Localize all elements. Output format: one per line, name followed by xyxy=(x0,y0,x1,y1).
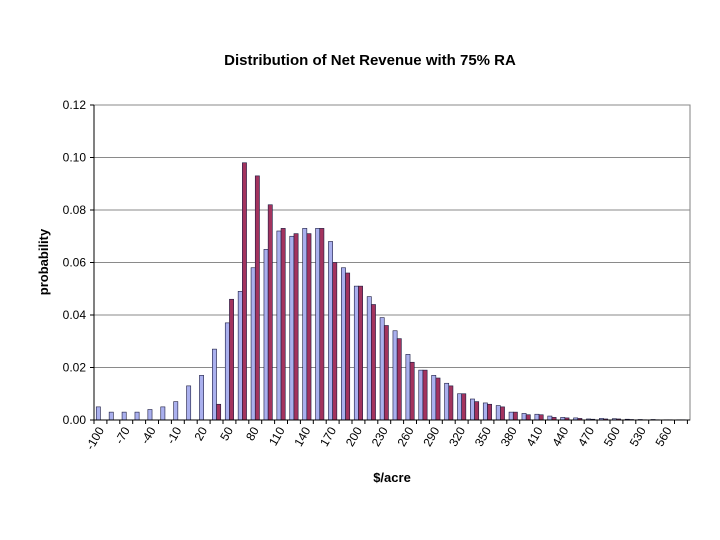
bar-series1 xyxy=(224,322,230,421)
x-tick-label: 410 xyxy=(524,424,546,449)
bar-series1 xyxy=(534,413,540,421)
y-tick-label: 0.04 xyxy=(63,308,87,322)
bar-series1 xyxy=(418,369,424,421)
bar-series1 xyxy=(315,228,321,421)
y-tick-label: 0.02 xyxy=(63,361,87,375)
bar-series1 xyxy=(341,267,346,421)
x-tick-label: 50 xyxy=(217,424,236,443)
y-tick-label: 0.06 xyxy=(63,256,87,270)
bar-series2 xyxy=(332,262,338,421)
x-tick-label: 530 xyxy=(627,424,649,449)
bar-series1 xyxy=(508,411,514,421)
bar-series2 xyxy=(242,162,247,421)
bar-series1 xyxy=(95,406,101,421)
y-tick-label: 0.12 xyxy=(63,98,87,112)
bar-series1 xyxy=(276,230,282,421)
x-tick-label: 440 xyxy=(549,424,571,449)
bar-series2 xyxy=(293,233,299,421)
bar-series1 xyxy=(547,415,553,421)
bar-series2 xyxy=(254,175,260,421)
x-tick-label: 260 xyxy=(395,424,417,449)
bar-series1 xyxy=(302,228,308,421)
bar-series2 xyxy=(538,414,544,421)
axes: 0.00 0.02 0.04 0.06 0.08 0.10 0.12 -100 -70 -40 -1… xyxy=(63,98,690,452)
bar-series1 xyxy=(108,411,114,421)
bar-series2 xyxy=(306,233,312,421)
bar-series1 xyxy=(289,235,295,421)
bar-series1 xyxy=(379,317,385,421)
bar-series1 xyxy=(186,385,192,421)
bar-series1 xyxy=(457,393,462,421)
bar-series2 xyxy=(448,385,454,421)
x-tick-label: -40 xyxy=(138,424,159,446)
bar-series2 xyxy=(435,377,441,421)
bar-series1 xyxy=(134,411,140,421)
x-tick-label: 560 xyxy=(653,424,675,449)
bar-series1 xyxy=(495,405,501,421)
x-tick-label: 320 xyxy=(446,424,468,449)
bar-series1 xyxy=(199,375,204,421)
x-axis-title: $/acre xyxy=(373,470,411,485)
bar-series2 xyxy=(229,298,234,421)
x-tick-label: 170 xyxy=(317,424,339,449)
bar-series1 xyxy=(521,413,527,421)
bar-series2 xyxy=(500,406,505,421)
bar-series1 xyxy=(444,382,450,421)
bar-series2 xyxy=(474,401,480,421)
bar-series2 xyxy=(383,325,389,421)
bar-series2 xyxy=(371,304,376,421)
bar-series1 xyxy=(470,398,475,421)
y-axis-title: probability xyxy=(36,228,51,295)
bar-series1 xyxy=(121,411,127,421)
x-tick-label: 500 xyxy=(601,424,623,449)
y-tick-label: 0.10 xyxy=(63,151,87,165)
bar-series1 xyxy=(392,330,398,421)
bar-series2 xyxy=(422,369,428,421)
x-tick-label: 110 xyxy=(266,424,288,448)
x-tick-label: 290 xyxy=(420,424,442,449)
x-tick-label: -100 xyxy=(83,424,107,452)
bar-series1 xyxy=(405,354,411,421)
bar-series2 xyxy=(216,403,222,421)
bar-series1 xyxy=(212,348,217,421)
bar-series2 xyxy=(512,411,518,421)
bar-series2 xyxy=(280,228,286,421)
bar-series2 xyxy=(487,403,492,421)
bars xyxy=(95,162,686,421)
x-tick-label: 140 xyxy=(291,424,313,449)
bar-series1 xyxy=(366,296,372,421)
x-tick-label: 350 xyxy=(472,424,494,449)
x-tick-label: 200 xyxy=(343,424,365,449)
bar-series1 xyxy=(160,406,166,421)
x-tick-label: 470 xyxy=(575,424,597,449)
chart-title: Distribution of Net Revenue with 75% RA xyxy=(224,52,516,69)
bar-series2 xyxy=(345,272,351,421)
bar-series1 xyxy=(328,241,333,421)
x-tick-label: 380 xyxy=(498,424,520,449)
bar-series2 xyxy=(396,338,402,421)
gridlines xyxy=(93,104,691,421)
bar-series2 xyxy=(409,361,415,421)
bar-series1 xyxy=(147,409,153,421)
bar-series2 xyxy=(461,393,467,421)
bar-series1 xyxy=(482,402,488,421)
y-tick-label: 0.08 xyxy=(63,203,87,217)
x-tick-label: 80 xyxy=(243,424,262,443)
bar-series1 xyxy=(263,249,269,421)
x-tick-label: 20 xyxy=(191,424,210,443)
x-tick-label: -70 xyxy=(112,424,133,446)
bar-series1 xyxy=(250,267,256,421)
bar-series2 xyxy=(319,228,325,421)
bar-series1 xyxy=(431,375,437,421)
bar-series2 xyxy=(525,414,531,421)
bar-series2 xyxy=(267,204,273,421)
x-tick-label: 230 xyxy=(369,424,391,449)
bar-series1 xyxy=(173,401,179,421)
bar-series2 xyxy=(358,285,363,421)
bar-series1 xyxy=(237,291,243,421)
y-tick-label: 0.00 xyxy=(63,413,87,427)
x-tick-label: -10 xyxy=(164,424,185,446)
bar-series1 xyxy=(353,285,359,421)
